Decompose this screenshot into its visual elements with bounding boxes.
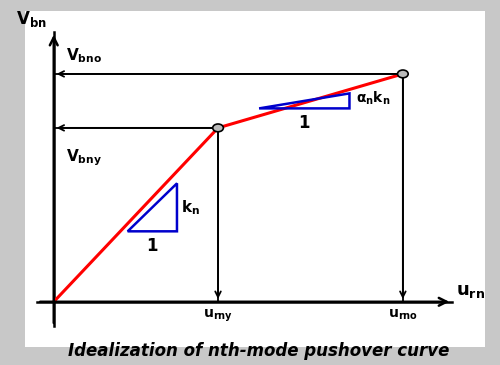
Circle shape [212,124,224,132]
Text: Idealization of nth-mode pushover curve: Idealization of nth-mode pushover curve [68,342,450,360]
Text: $\mathbf{V_{bn}}$: $\mathbf{V_{bn}}$ [16,9,46,29]
Text: $\mathbf{u_{rn}}$: $\mathbf{u_{rn}}$ [456,282,486,300]
Text: $\mathbf{1}$: $\mathbf{1}$ [146,237,158,255]
Text: $\mathbf{\alpha_n k_n}$: $\mathbf{\alpha_n k_n}$ [356,89,390,107]
Text: $\mathbf{u_{rno}}$: $\mathbf{u_{rno}}$ [388,308,418,322]
Text: $\mathbf{1}$: $\mathbf{1}$ [298,114,310,132]
Text: $\mathbf{u_{rny}}$: $\mathbf{u_{rny}}$ [203,308,233,324]
Bar [54,38,428,302]
Text: $\mathbf{k_n}$: $\mathbf{k_n}$ [181,198,200,217]
Text: $\mathbf{V_{bny}}$: $\mathbf{V_{bny}}$ [66,147,102,168]
Circle shape [398,70,408,78]
Text: $\mathbf{V_{bno}}$: $\mathbf{V_{bno}}$ [66,46,102,65]
